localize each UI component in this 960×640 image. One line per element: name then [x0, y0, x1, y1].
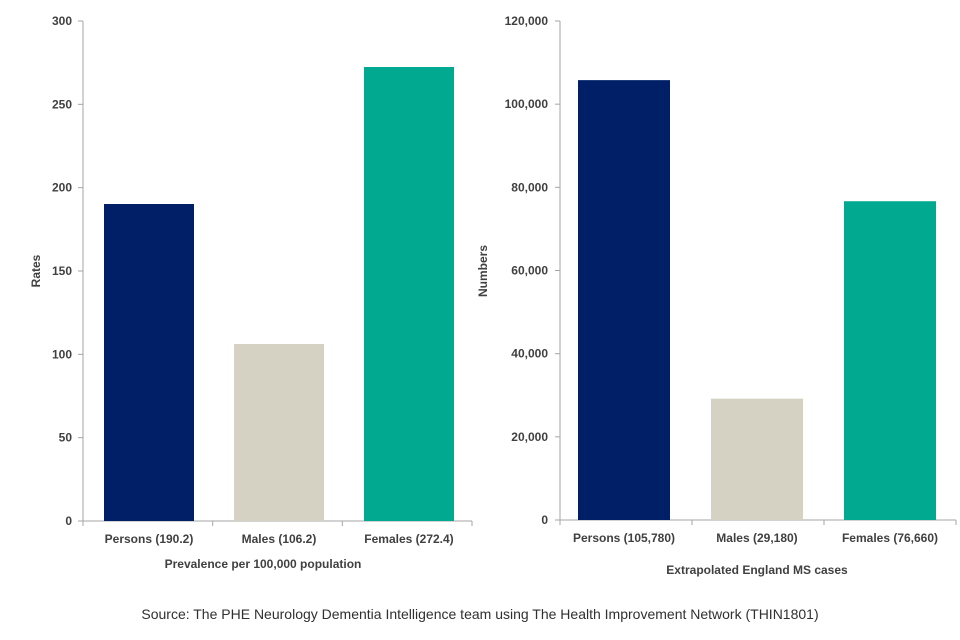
y-tick-label: 120,000 [505, 14, 549, 28]
extrapolated-cases-chart: Numbers Extrapolated England MS cases 0 2… [476, 14, 957, 577]
y-tick-label: 0 [541, 513, 548, 527]
category-label: Males (29,180) [716, 531, 797, 545]
y-tick-label: 40,000 [511, 347, 548, 361]
category-label: Persons (190.2) [105, 532, 194, 546]
category-label: Females (272.4) [364, 532, 453, 546]
y-tick-label: 250 [52, 97, 72, 111]
bar-numbers-0 [578, 80, 670, 520]
y-tick-label: 200 [52, 181, 72, 195]
y-tick-label: 300 [52, 14, 72, 28]
source-note: Source: The PHE Neurology Dementia Intel… [141, 606, 819, 622]
category-label: Persons (105,780) [573, 531, 675, 545]
y-axis-title-numbers: Numbers [476, 245, 490, 297]
bar-rates-0 [104, 204, 194, 521]
category-label: Females (76,660) [842, 531, 938, 545]
x-axis-title-prevalence: Prevalence per 100,000 population [165, 557, 362, 571]
y-tick-label: 100,000 [505, 97, 549, 111]
bar-numbers-1 [711, 398, 803, 520]
y-tick-label: 100 [52, 347, 72, 361]
y-tick-label: 50 [59, 431, 73, 445]
bar-numbers-2 [844, 201, 936, 520]
y-tick-label: 20,000 [511, 430, 548, 444]
category-label: Males (106.2) [242, 532, 317, 546]
x-axis-title-extrapolated: Extrapolated England MS cases [666, 563, 848, 577]
y-tick-label: 0 [65, 514, 72, 528]
bar-rates-1 [234, 344, 324, 521]
y-tick-label: 80,000 [511, 180, 548, 194]
y-axis-title-rates: Rates [29, 254, 43, 287]
prevalence-rates-chart: Rates Prevalence per 100,000 population … [29, 14, 473, 571]
bar-rates-2 [364, 67, 454, 521]
y-tick-label: 60,000 [511, 264, 548, 278]
y-tick-label: 150 [52, 264, 72, 278]
